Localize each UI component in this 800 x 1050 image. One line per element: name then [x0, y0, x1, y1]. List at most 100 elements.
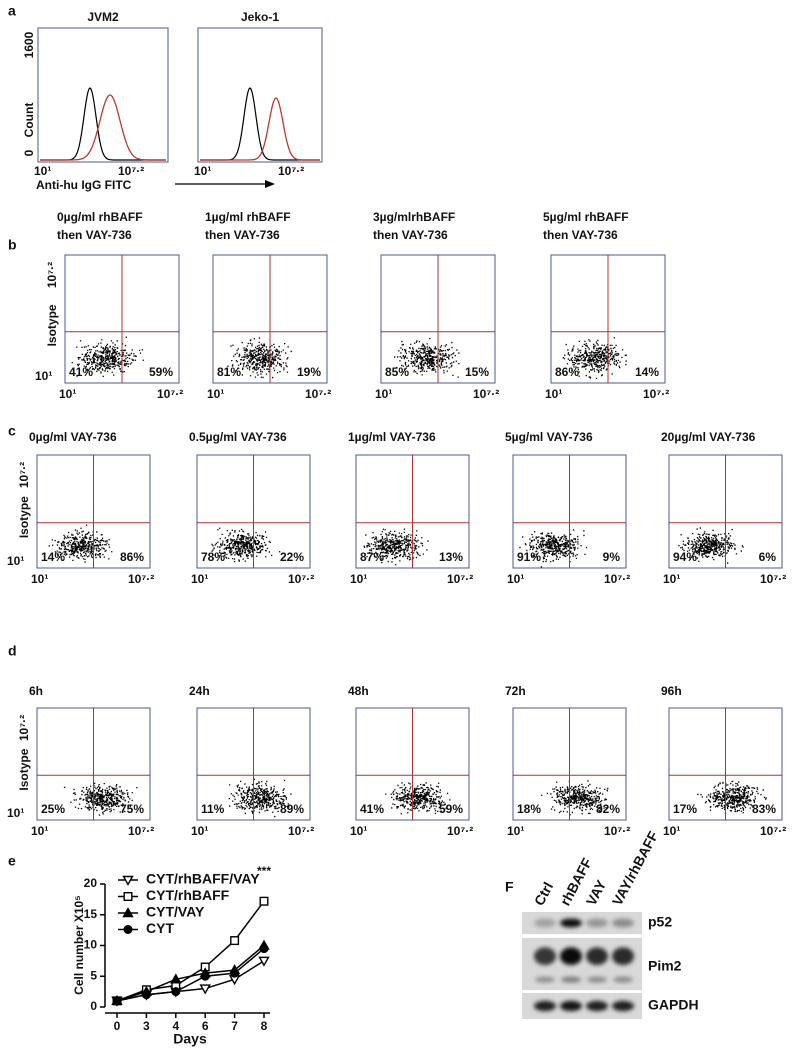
percent-right: 6%	[759, 550, 777, 564]
y-axis-label: Cell number X10⁵	[72, 895, 86, 995]
plot-frame	[197, 27, 323, 163]
percent-right: 14%	[635, 365, 659, 379]
y-tick-label: 20	[84, 876, 98, 890]
percent-left: 25%	[41, 802, 65, 816]
x-tick-label: 10⁷·²	[447, 572, 473, 586]
x-axis-label: Days	[173, 1031, 207, 1047]
percent-left: 41%	[360, 802, 384, 816]
dot-cloud	[394, 337, 460, 378]
marker	[259, 896, 269, 906]
band	[586, 1000, 608, 1012]
percent-left: 81%	[217, 365, 241, 379]
marker	[170, 973, 182, 984]
marker	[123, 925, 133, 935]
histogram-isotype	[200, 87, 320, 161]
dot-cloud	[227, 337, 292, 379]
percent-right: 9%	[603, 550, 621, 564]
plot-title: 96h	[661, 684, 682, 698]
x-tick-label: 4	[172, 1019, 179, 1033]
annotation: ***	[257, 864, 271, 878]
dot-cloud	[228, 778, 292, 818]
percent-left: 11%	[201, 802, 225, 816]
x-tick-label: 10¹	[507, 572, 524, 586]
marker	[199, 984, 211, 995]
plot-title: 5µg/ml VAY-736	[505, 430, 593, 444]
band	[586, 918, 608, 928]
y-axis-label: Isotype	[45, 304, 59, 346]
x-tick-label: 10¹	[191, 824, 208, 838]
x-tick-label: 10¹	[545, 387, 562, 401]
plot-title: 0µg/ml rhBAFF	[57, 210, 143, 224]
band-label: GAPDH	[648, 997, 699, 1013]
dot-cloud	[678, 527, 744, 564]
y-axis-label: Isotype	[17, 748, 31, 790]
dot-cloud	[385, 782, 451, 815]
histogram-isotype	[40, 87, 166, 161]
plot-title: then VAY-736	[373, 228, 448, 242]
panel-label: a	[8, 3, 16, 19]
plot-title: 1µg/ml VAY-736	[348, 430, 436, 444]
band	[612, 918, 634, 928]
x-tick-label: 10¹	[59, 387, 76, 401]
percent-left: 94%	[673, 550, 697, 564]
percent-right: 59%	[149, 365, 173, 379]
percent-left: 18%	[517, 802, 541, 816]
percent-right: 59%	[439, 802, 463, 816]
plot-title: 1µg/ml rhBAFF	[205, 210, 291, 224]
y-tick-label: 10¹	[7, 554, 24, 568]
band	[534, 918, 556, 928]
percent-right: 89%	[280, 802, 304, 816]
x-tick-label: 10⁷·²	[157, 387, 183, 401]
plot-title: 0.5µg/ml VAY-736	[189, 430, 287, 444]
x-tick-label: 10⁷·²	[288, 824, 314, 838]
x-tick-label: 10⁷·²	[288, 572, 314, 586]
y-axis-label: Isotype	[17, 496, 31, 538]
percent-left: 86%	[555, 365, 579, 379]
panel-label: e	[8, 853, 16, 869]
marker	[171, 987, 181, 997]
band-label: p52	[648, 914, 672, 930]
marker	[122, 875, 134, 886]
plot-frame	[37, 27, 169, 163]
marker	[258, 956, 270, 967]
panel-label: d	[8, 643, 17, 659]
band	[534, 1000, 556, 1012]
x-tick-label: 10¹	[350, 824, 367, 838]
percent-left: 17%	[673, 802, 697, 816]
dot-cloud	[519, 529, 588, 568]
lane-label: VAY	[583, 877, 610, 908]
percent-right: 82%	[596, 802, 620, 816]
x-tick-label: 10¹	[375, 387, 392, 401]
histogram-stained	[200, 97, 320, 161]
dot-cloud	[71, 336, 144, 377]
marker	[123, 892, 133, 902]
x-tick-label: 10⁷·²	[760, 824, 786, 838]
plot-title: 20µg/ml VAY-736	[661, 430, 756, 444]
x-tick-label: 10¹	[191, 572, 208, 586]
lane-label: Ctrl	[531, 879, 556, 908]
plot-title: then VAY-736	[57, 228, 132, 242]
plot-title: 48h	[348, 684, 369, 698]
y-tick-label: 0	[90, 999, 97, 1013]
x-tick-label: 10⁷·²	[643, 387, 669, 401]
x-tick-label: 10⁷·²	[278, 164, 304, 178]
x-tick-label: 6	[202, 1019, 209, 1033]
y-axis-label: Count	[22, 103, 36, 138]
marker	[112, 996, 122, 1006]
plot-title: 3µg/mlrhBAFF	[373, 210, 455, 224]
band	[561, 976, 581, 983]
dot-cloud	[48, 524, 113, 563]
y-tick-label: 10⁷·²	[17, 462, 31, 488]
plot-title: 5µg/ml rhBAFF	[543, 210, 629, 224]
x-tick-label: 7	[231, 1019, 238, 1033]
percent-right: 15%	[465, 365, 489, 379]
percent-right: 13%	[439, 550, 463, 564]
band	[534, 947, 556, 966]
x-tick-label: 10⁷·²	[604, 824, 630, 838]
panel-label: F	[505, 879, 514, 895]
x-tick-label: 10¹	[663, 824, 680, 838]
x-tick-label: 10⁷·²	[604, 572, 630, 586]
plot-title: Jeko-1	[241, 10, 279, 24]
percent-left: 78%	[201, 550, 225, 564]
